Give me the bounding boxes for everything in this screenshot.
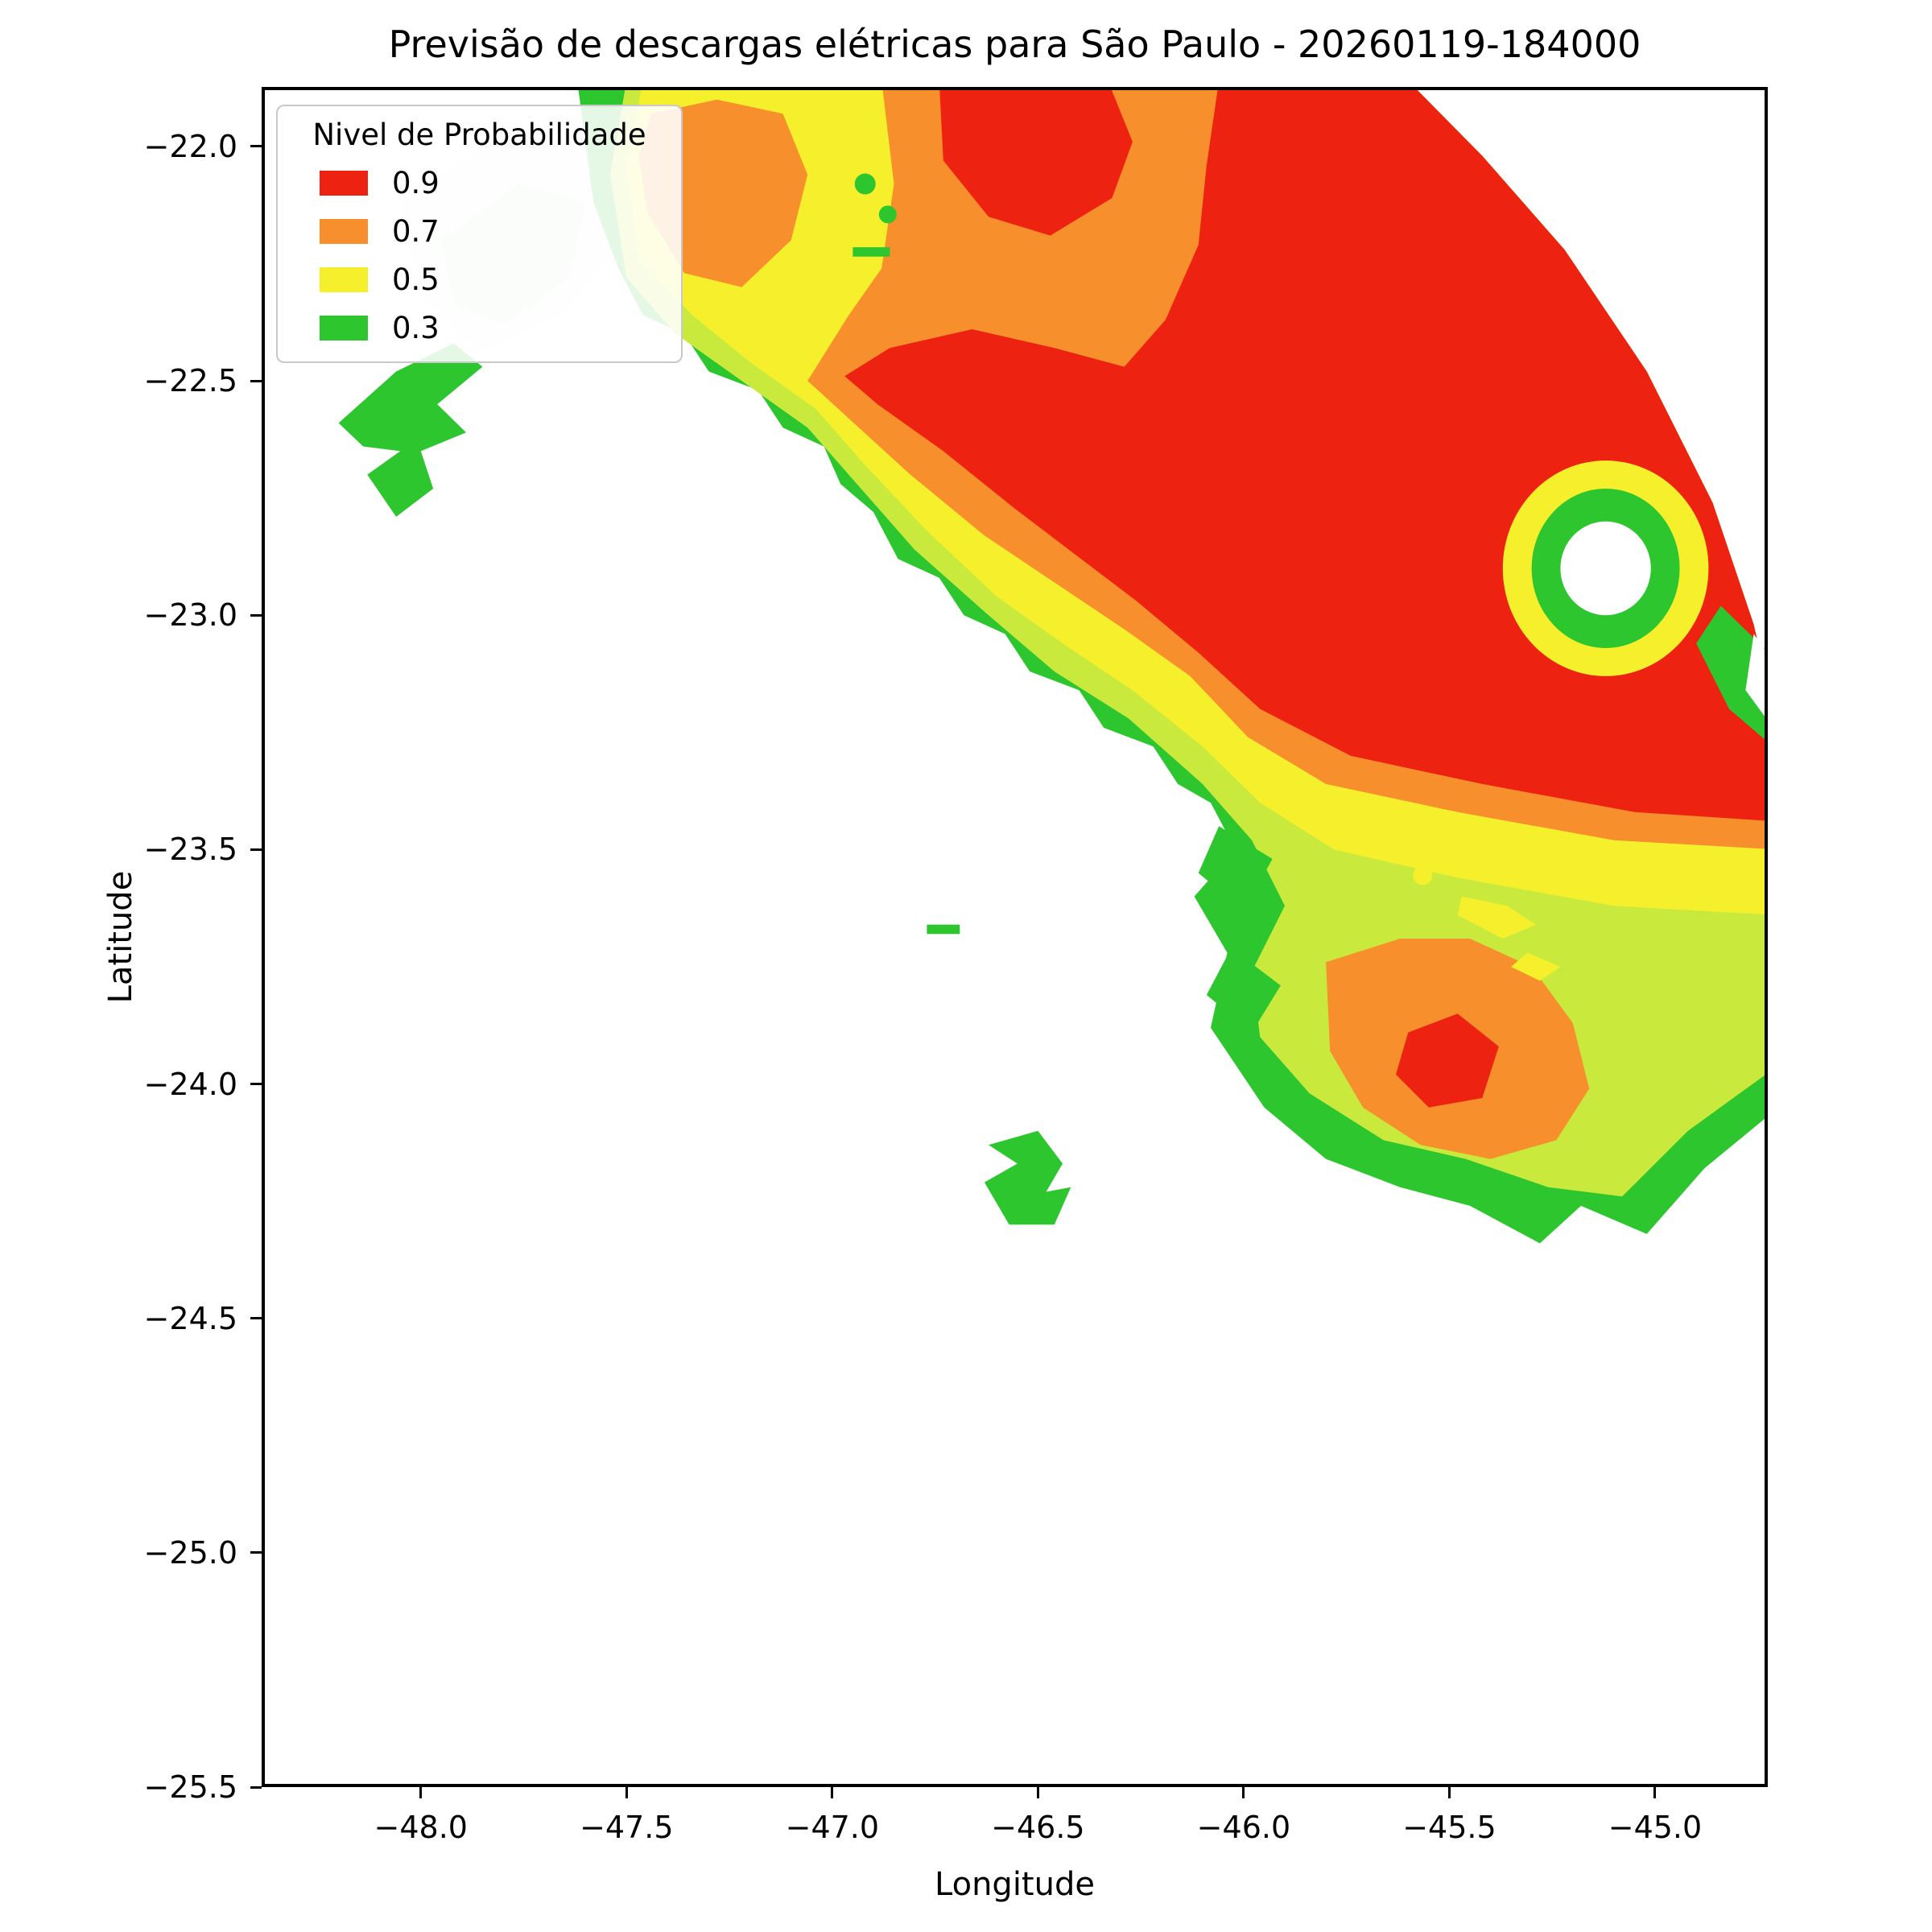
y-tick-mark <box>250 613 262 617</box>
contour-region-green-notch-2 <box>1206 947 1281 1033</box>
x-axis-label: Longitude <box>935 1866 1095 1903</box>
contour-plot-svg <box>262 87 1768 1787</box>
y-tick-label: −22.5 <box>143 363 237 399</box>
x-tick-mark <box>1447 1787 1451 1798</box>
x-tick-mark <box>419 1787 423 1798</box>
x-tick-label: −46.5 <box>991 1810 1085 1845</box>
x-tick-mark <box>625 1787 628 1798</box>
contour-region-south-green-island <box>984 1130 1071 1225</box>
scatter-point-green-dot-2 <box>878 205 897 224</box>
y-tick-mark <box>250 379 262 382</box>
contour-region-edge-white-wedge <box>1745 634 1768 721</box>
legend: Nivel de Probabilidade 0.9 0.7 0.5 0.3 <box>276 105 683 363</box>
y-tick-label: −24.0 <box>143 1066 237 1102</box>
x-tick-label: −47.0 <box>785 1810 880 1845</box>
contour-region-edge-green-wedge <box>1696 605 1768 742</box>
contour-region-green-notch-1 <box>1198 826 1273 911</box>
axes-frame <box>262 87 1768 1787</box>
y-tick-label: −25.5 <box>143 1769 237 1805</box>
y-tick-label: −24.5 <box>143 1300 237 1336</box>
y-tick-label: −23.0 <box>143 597 237 634</box>
y-tick-mark <box>250 1551 262 1554</box>
legend-entry-0.9: 0.9 <box>320 166 681 200</box>
contour-region-yellow-squiggle-2 <box>1511 952 1561 981</box>
x-tick-label: −48.0 <box>374 1810 468 1845</box>
x-tick-mark <box>1242 1787 1245 1798</box>
x-tick-label: −46.0 <box>1196 1810 1291 1845</box>
contour-region-hole-nodata <box>1560 521 1651 616</box>
scatter-point-green-dot-1 <box>854 173 876 195</box>
legend-label: 0.3 <box>392 311 440 345</box>
y-tick-label: −25.0 <box>143 1534 237 1571</box>
y-tick-mark <box>250 848 262 851</box>
contour-region-red-top-blob <box>939 87 1133 236</box>
y-tick-mark <box>250 1083 262 1086</box>
legend-swatch-0.9 <box>320 171 368 196</box>
legend-swatch-0.7 <box>320 219 368 244</box>
legend-label: 0.9 <box>392 166 440 200</box>
x-tick-mark <box>831 1787 834 1798</box>
legend-entry-0.3: 0.3 <box>320 311 681 345</box>
scatter-point-yellow-dot-1 <box>1413 865 1433 886</box>
x-tick-mark <box>1653 1787 1657 1798</box>
legend-entry-0.7: 0.7 <box>320 214 681 249</box>
contour-region-yellow-squiggle-1 <box>1457 896 1536 939</box>
legend-swatch-0.5 <box>320 267 368 292</box>
contour-region-lobe-0.9 <box>1396 1013 1499 1108</box>
legend-label: 0.7 <box>392 214 440 249</box>
legend-entry-0.5: 0.5 <box>320 262 681 297</box>
y-tick-mark <box>250 1317 262 1320</box>
contour-region-green-dash-south <box>927 924 960 935</box>
contour-region-arc-sliver-west <box>338 343 483 517</box>
y-tick-mark <box>250 1785 262 1789</box>
contour-region-green-dash-north <box>852 247 890 257</box>
legend-title: Nivel de Probabilidade <box>312 118 646 152</box>
x-tick-label: −45.0 <box>1608 1810 1703 1845</box>
y-tick-mark <box>250 145 262 148</box>
y-tick-label: −22.0 <box>143 128 237 164</box>
plot-area <box>262 87 1768 1787</box>
legend-label: 0.5 <box>392 262 440 297</box>
y-axis-label: Latitude <box>102 870 139 1004</box>
x-tick-label: −45.5 <box>1402 1810 1496 1845</box>
chart-title: Previsão de descargas elétricas para São… <box>388 23 1641 66</box>
x-tick-mark <box>1036 1787 1039 1798</box>
y-tick-label: −23.5 <box>143 832 237 868</box>
x-tick-label: −47.5 <box>580 1810 674 1845</box>
legend-swatch-0.3 <box>320 316 368 341</box>
